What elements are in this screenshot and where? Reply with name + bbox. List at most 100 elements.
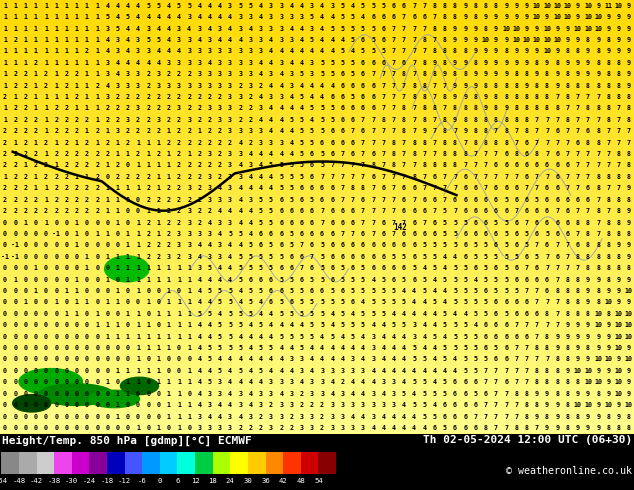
Text: 3: 3	[259, 105, 262, 111]
Text: 9: 9	[535, 71, 539, 77]
Text: 8: 8	[596, 265, 600, 271]
Text: 10: 10	[482, 37, 489, 43]
Text: 6: 6	[474, 379, 477, 385]
Text: 7: 7	[566, 174, 569, 180]
Text: 8: 8	[443, 151, 447, 157]
Text: 3: 3	[320, 391, 324, 397]
Text: 4: 4	[422, 265, 427, 271]
Text: 1: 1	[136, 379, 140, 385]
Text: 8: 8	[422, 117, 427, 123]
Text: 8: 8	[555, 288, 559, 294]
Text: 8: 8	[566, 311, 569, 317]
Text: 7: 7	[402, 140, 406, 146]
Text: 1: 1	[167, 163, 171, 169]
Text: 4: 4	[320, 334, 324, 340]
Text: 1: 1	[187, 368, 191, 374]
Text: 1: 1	[115, 208, 120, 214]
Text: 4: 4	[422, 322, 427, 328]
Text: 2: 2	[55, 105, 58, 111]
Text: 8: 8	[555, 356, 559, 363]
Text: 8: 8	[576, 288, 579, 294]
Text: 7: 7	[494, 368, 498, 374]
Text: 7: 7	[422, 25, 427, 31]
Text: 9: 9	[607, 345, 611, 351]
Text: 2: 2	[95, 83, 99, 89]
Text: 0: 0	[75, 356, 79, 363]
Text: 4: 4	[412, 368, 416, 374]
Text: 10: 10	[594, 14, 602, 20]
Text: 7: 7	[474, 163, 477, 169]
Text: 9: 9	[453, 94, 457, 100]
Text: 4: 4	[259, 356, 262, 363]
Text: 1: 1	[105, 208, 110, 214]
Text: 4: 4	[228, 402, 232, 408]
Text: 9: 9	[586, 414, 590, 419]
Text: 2: 2	[23, 185, 27, 191]
Text: 3: 3	[207, 402, 212, 408]
Text: 2: 2	[207, 94, 212, 100]
Text: 0: 0	[34, 425, 38, 431]
Text: 6: 6	[514, 196, 519, 203]
Text: 3: 3	[351, 368, 355, 374]
Text: 7: 7	[535, 117, 539, 123]
Text: 2: 2	[23, 128, 27, 134]
Text: 0: 0	[23, 391, 27, 397]
Text: 0: 0	[115, 276, 120, 283]
Text: 0: 0	[146, 311, 150, 317]
Text: 1: 1	[34, 25, 38, 31]
Text: 9: 9	[627, 37, 631, 43]
Text: 0: 0	[126, 345, 130, 351]
Text: 2: 2	[197, 220, 202, 225]
Text: 3: 3	[187, 117, 191, 123]
Text: 4: 4	[269, 334, 273, 340]
Text: 2: 2	[187, 105, 191, 111]
Text: 8: 8	[566, 49, 569, 54]
Text: 5: 5	[504, 288, 508, 294]
Text: 0: 0	[95, 220, 99, 225]
Text: 5: 5	[300, 140, 304, 146]
Text: 9: 9	[474, 25, 477, 31]
Text: 2: 2	[23, 105, 27, 111]
Text: 0: 0	[85, 379, 89, 385]
Text: 7: 7	[545, 265, 549, 271]
Text: 7: 7	[607, 140, 611, 146]
Text: 8: 8	[596, 208, 600, 214]
Text: 3: 3	[290, 37, 294, 43]
Text: 2: 2	[167, 208, 171, 214]
Text: 4: 4	[392, 334, 396, 340]
Text: 5: 5	[310, 14, 314, 20]
Text: 2: 2	[146, 220, 150, 225]
Text: 1: 1	[167, 414, 171, 419]
Text: 6: 6	[524, 299, 529, 305]
Text: 4: 4	[330, 391, 334, 397]
Text: 4: 4	[320, 83, 324, 89]
Text: 3: 3	[259, 25, 262, 31]
Text: 2: 2	[65, 128, 68, 134]
Text: 1: 1	[85, 60, 89, 66]
Text: 8: 8	[463, 105, 467, 111]
Text: 5: 5	[238, 254, 242, 260]
Text: 5: 5	[207, 311, 212, 317]
Text: 4: 4	[238, 356, 242, 363]
Text: 1: 1	[157, 311, 160, 317]
Text: 3: 3	[157, 71, 160, 77]
Text: 2: 2	[167, 94, 171, 100]
Text: 8: 8	[596, 140, 600, 146]
Text: 5: 5	[290, 288, 294, 294]
Text: 8: 8	[596, 391, 600, 397]
Text: 2: 2	[177, 174, 181, 180]
Text: 0: 0	[157, 414, 160, 419]
Text: 4: 4	[412, 299, 416, 305]
Text: 4: 4	[372, 368, 375, 374]
Text: 1: 1	[126, 334, 130, 340]
Text: 4: 4	[259, 379, 262, 385]
Text: 9: 9	[524, 49, 529, 54]
Text: 6: 6	[361, 231, 365, 237]
Text: 8: 8	[617, 151, 621, 157]
Text: 4: 4	[228, 25, 232, 31]
Text: 7: 7	[412, 71, 416, 77]
Text: 1: 1	[177, 402, 181, 408]
Text: 3: 3	[207, 37, 212, 43]
Text: 5: 5	[259, 288, 262, 294]
Text: 7: 7	[504, 368, 508, 374]
